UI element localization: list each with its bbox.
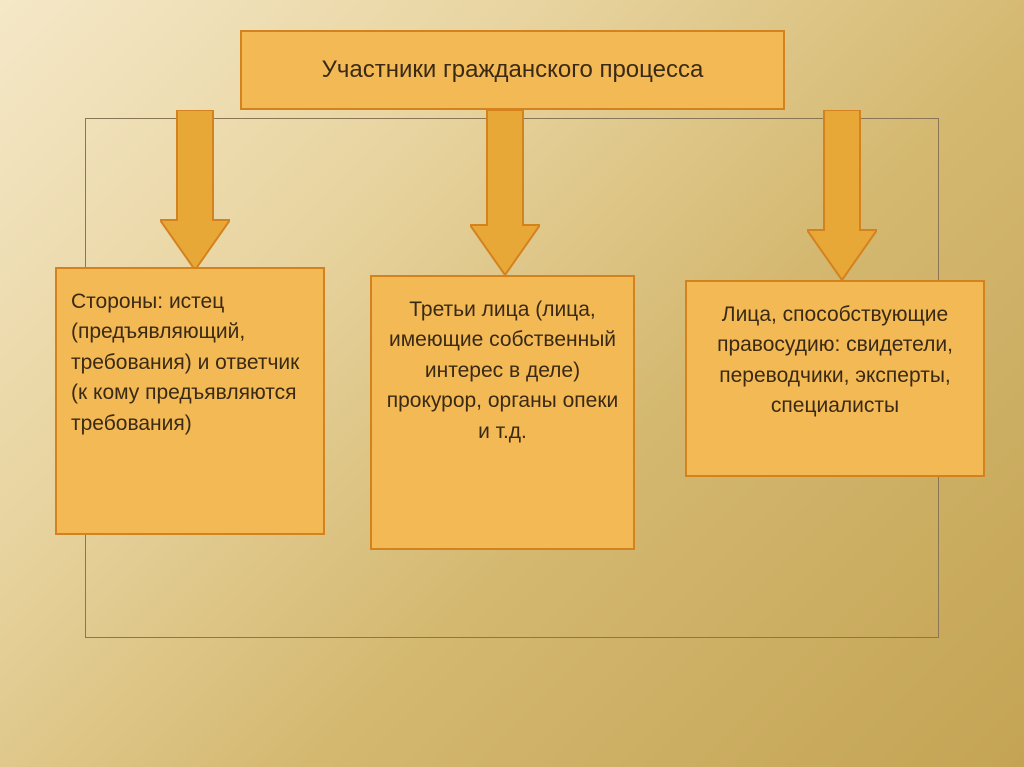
arrow-left	[160, 110, 230, 270]
box-third-parties-text: Третьи лица (лица, имеющие собственный и…	[387, 298, 619, 443]
title-box: Участники гражданского процесса	[240, 30, 785, 110]
title-text: Участники гражданского процесса	[322, 56, 704, 84]
arrow-center	[470, 110, 540, 275]
box-third-parties: Третьи лица (лица, имеющие собственный и…	[370, 275, 635, 550]
box-sides: Стороны: истец (предъявляющий, требовани…	[55, 267, 325, 535]
box-justice-assistants: Лица, способствующие правосудию: свидете…	[685, 280, 985, 477]
arrow-right	[807, 110, 877, 280]
box-justice-assistants-text: Лица, способствующие правосудию: свидете…	[717, 303, 953, 417]
box-sides-text: Стороны: истец (предъявляющий, требовани…	[71, 290, 299, 435]
